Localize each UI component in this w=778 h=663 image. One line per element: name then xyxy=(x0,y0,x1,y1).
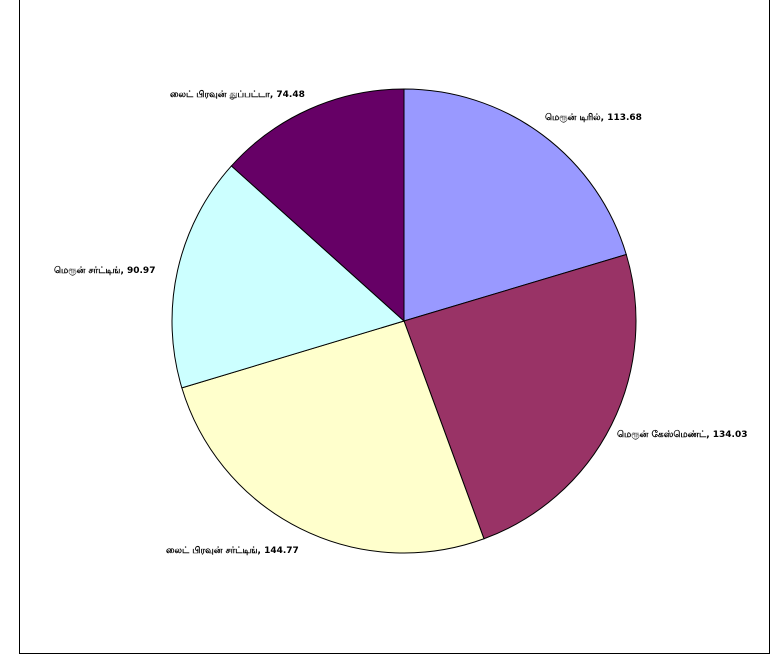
pie-slice-1 xyxy=(403,88,627,322)
pie-slices xyxy=(171,88,637,554)
data-label-4: மெரூன் சர்ட்டிங், 90.97 xyxy=(54,265,155,276)
data-label-2: மெரூன் கேஸ்மெண்ட், 134.03 xyxy=(617,429,748,440)
pie-slice-2 xyxy=(403,253,637,540)
pie-slice-3 xyxy=(181,320,485,554)
data-label-3: லைட் பிரவுன் சர்ட்டிங், 144.77 xyxy=(166,545,299,556)
pie-labels: மெரூன் டிரில், 113.68 மெரூன் கேஸ்மெண்ட், … xyxy=(54,89,748,556)
pie-slice-5 xyxy=(230,88,405,323)
data-label-5: லைட் பிரவுன் துப்பட்டா, 74.48 xyxy=(170,89,305,100)
pie-slice-4 xyxy=(171,165,405,389)
data-label-1: மெரூன் டிரில், 113.68 xyxy=(545,112,642,123)
